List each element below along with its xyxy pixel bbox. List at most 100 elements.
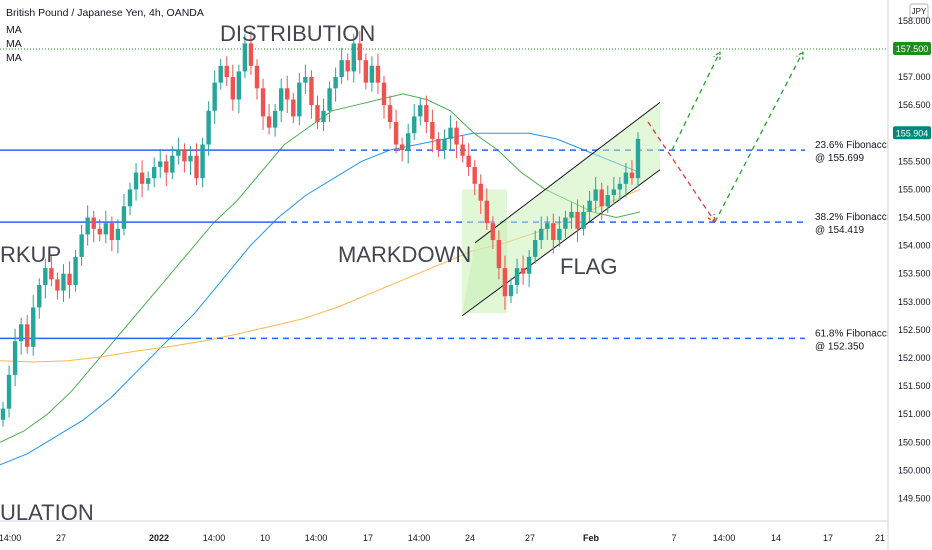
candle-body <box>18 324 24 342</box>
candle-body <box>629 172 635 179</box>
indicator-ma-1[interactable]: MA <box>6 24 22 36</box>
candle-body <box>309 77 314 106</box>
x-tick-label: 14:00 <box>203 533 226 543</box>
x-tick-label: 2022 <box>149 533 169 543</box>
candle-body <box>236 71 242 100</box>
candle-body <box>37 284 42 308</box>
candle-body <box>164 161 169 173</box>
currency-badge-text: JPY <box>912 7 927 16</box>
candle-body <box>399 144 405 151</box>
x-tick-label: 24 <box>465 533 475 543</box>
x-tick-label: 17 <box>823 533 833 543</box>
candle-body <box>91 217 96 229</box>
y-tick-label: 151.000 <box>898 409 931 419</box>
y-tick-label: 153.000 <box>898 297 931 307</box>
candle-body <box>617 183 623 190</box>
candle-body <box>248 43 254 66</box>
candle-body <box>575 211 580 229</box>
flag-channel-fill <box>462 102 660 316</box>
candle-body <box>206 110 211 145</box>
candle-body <box>387 105 393 123</box>
candle-body <box>260 88 266 117</box>
candle-body <box>339 60 344 78</box>
candle-body <box>551 223 556 241</box>
candle-body <box>109 223 115 241</box>
x-tick-label: 17 <box>363 533 373 543</box>
candle-body <box>557 228 562 241</box>
candle-body <box>351 43 356 72</box>
candle-body <box>200 144 205 179</box>
candle-body <box>430 122 435 139</box>
candle-body <box>224 65 229 78</box>
candle-body <box>115 228 121 241</box>
flag-label: FLAG <box>560 254 617 279</box>
candle-body <box>254 65 260 89</box>
indicator-ma-2[interactable]: MA <box>6 38 22 50</box>
fibonacci-levels: 23.6% Fibonacci @ 155.699 38.2% Fibonacci @… <box>0 140 889 352</box>
candle-body <box>478 183 483 201</box>
bullish-arrowhead-long <box>796 50 804 60</box>
candle-body <box>49 268 54 280</box>
candle-body <box>188 155 193 162</box>
candle-body <box>490 223 496 241</box>
x-tick-label: 21 <box>875 533 885 543</box>
fib-value-label: @ 152.350 <box>815 341 865 352</box>
candle-body <box>466 155 471 167</box>
candle-body <box>303 77 308 83</box>
x-tick-label: 14:00 <box>408 533 431 543</box>
candle-body <box>291 99 296 117</box>
candle-body <box>484 200 490 224</box>
candle-body <box>442 138 447 151</box>
x-tick-label: Feb <box>583 533 600 543</box>
candle-body <box>569 211 574 218</box>
flag-upper-line <box>474 101 661 244</box>
time-axis[interactable]: 14:00 27 2022 14:00 10 14:00 17 14:00 24 27 Feb 7 14… <box>0 520 888 543</box>
y-tick-label: 152.500 <box>898 325 931 335</box>
candle-body <box>127 189 133 207</box>
y-tick-label: 153.500 <box>898 269 931 279</box>
markdown-label: MARKDOWN <box>338 242 471 267</box>
candle-body <box>242 43 248 72</box>
candle-body <box>85 217 90 235</box>
candle-body <box>436 138 441 151</box>
candle-body <box>418 105 423 117</box>
candle-body <box>321 110 326 123</box>
y-tick-label: 157.000 <box>898 72 931 82</box>
last-price-label: 155.904 <box>896 128 929 138</box>
bearish-arrowhead <box>707 214 716 224</box>
candle-body <box>375 65 381 83</box>
candle-body <box>212 82 217 111</box>
bullish-projection-path-short <box>671 51 721 151</box>
candle-body <box>139 172 145 184</box>
y-tick-label: 154.000 <box>898 241 931 251</box>
candle-body <box>526 256 532 274</box>
symbol-title: British Pound / Japanese Yen, 4h, OANDA <box>6 7 204 19</box>
level-price-tag <box>893 41 931 55</box>
candle-body <box>424 105 429 123</box>
y-tick-label: 150.500 <box>898 437 931 447</box>
candle-body <box>405 133 411 151</box>
x-tick-label: 14 <box>771 533 781 543</box>
x-tick-label: 14:00 <box>305 533 328 543</box>
candle-body <box>520 268 526 274</box>
candle-body <box>176 150 181 156</box>
indicator-ma-3[interactable]: MA <box>6 52 22 64</box>
y-tick-label: 149.500 <box>898 494 931 504</box>
x-tick-label: 27 <box>56 533 66 543</box>
last-price-tag <box>893 126 931 140</box>
candle-body <box>266 116 272 128</box>
candle-body <box>230 77 236 100</box>
candle-body <box>460 144 465 156</box>
ma-mid-line <box>0 132 641 466</box>
candle-body <box>31 307 36 347</box>
candle-body <box>363 60 369 83</box>
x-tick-label: 14:00 <box>713 533 736 543</box>
candle-body <box>315 105 320 123</box>
y-tick-label: 155.500 <box>898 156 931 166</box>
candle-body <box>43 268 48 285</box>
candle-body <box>581 211 586 229</box>
candle-body <box>345 60 350 72</box>
bullish-projection-path-long <box>714 51 804 223</box>
